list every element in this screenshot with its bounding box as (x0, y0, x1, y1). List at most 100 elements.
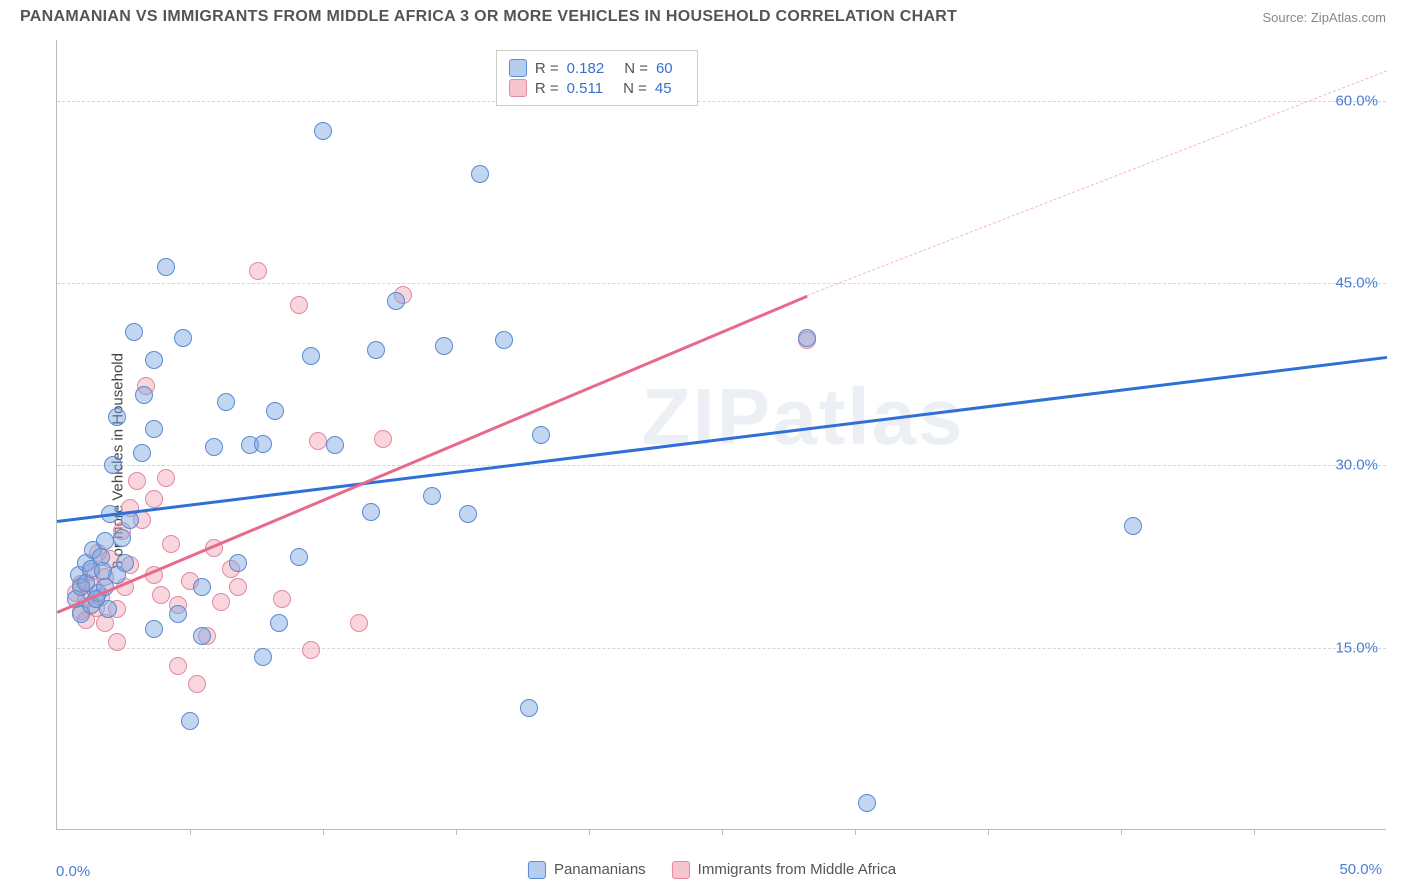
n-value: 60 (656, 60, 673, 77)
data-point (290, 296, 308, 314)
data-point (135, 386, 153, 404)
y-tick-label: 30.0% (1335, 457, 1378, 474)
data-point (249, 262, 267, 280)
chart-title: PANAMANIAN VS IMMIGRANTS FROM MIDDLE AFR… (20, 8, 957, 26)
data-point (145, 351, 163, 369)
data-point (254, 435, 272, 453)
gridline (57, 283, 1386, 284)
data-point (169, 605, 187, 623)
x-axis-max-label: 50.0% (1339, 861, 1382, 878)
data-point (133, 444, 151, 462)
data-point (254, 648, 272, 666)
x-tick (855, 829, 856, 835)
r-label: R = (535, 80, 559, 97)
data-point (181, 712, 199, 730)
r-value: 0.511 (567, 80, 603, 97)
data-point (423, 487, 441, 505)
x-tick (190, 829, 191, 835)
chart-container: 3 or more Vehicles in Household ZIPatlas… (14, 40, 1392, 882)
gridline (57, 648, 1386, 649)
data-point (266, 402, 284, 420)
data-point (362, 503, 380, 521)
stats-row: R =0.511N =45 (509, 79, 685, 97)
data-point (387, 292, 405, 310)
data-point (229, 554, 247, 572)
plot-area: ZIPatlas 15.0% 30.0% 45.0% 60.0% R = 0.182 N =… (56, 40, 1386, 830)
legend-swatch (672, 861, 690, 879)
data-point (145, 420, 163, 438)
legend-swatch (528, 861, 546, 879)
x-axis-min-label: 0.0% (56, 863, 90, 880)
legend-label: Immigrants from Middle Africa (698, 861, 896, 878)
x-tick (1121, 829, 1122, 835)
data-point (532, 426, 550, 444)
data-point (205, 438, 223, 456)
data-point (270, 614, 288, 632)
data-point (99, 600, 117, 618)
data-point (435, 337, 453, 355)
data-point (290, 548, 308, 566)
data-point (145, 490, 163, 508)
data-point (162, 535, 180, 553)
legend-swatch (509, 79, 527, 97)
data-point (1124, 517, 1142, 535)
data-point (128, 472, 146, 490)
data-point (459, 505, 477, 523)
data-point (157, 258, 175, 276)
data-point (108, 408, 126, 426)
regression-line (806, 70, 1387, 296)
stats-legend: R =0.182N =60R =0.511N =45 (496, 50, 698, 106)
data-point (367, 341, 385, 359)
x-tick (456, 829, 457, 835)
data-point (273, 590, 291, 608)
y-tick-label: 60.0% (1335, 92, 1378, 109)
data-point (229, 578, 247, 596)
data-point (152, 586, 170, 604)
legend-swatch (509, 59, 527, 77)
data-point (471, 165, 489, 183)
data-point (520, 699, 538, 717)
r-value: 0.182 (567, 60, 605, 77)
data-point (858, 794, 876, 812)
data-point (326, 436, 344, 454)
legend-label: Panamanians (554, 861, 646, 878)
n-label: N = (623, 80, 647, 97)
data-point (302, 347, 320, 365)
data-point (113, 529, 131, 547)
data-point (108, 633, 126, 651)
data-point (314, 122, 332, 140)
data-point (104, 456, 122, 474)
data-point (302, 641, 320, 659)
watermark: ZIPatlas (642, 371, 965, 463)
data-point (193, 627, 211, 645)
n-label: N = (624, 60, 648, 77)
data-point (174, 329, 192, 347)
regression-line (57, 295, 808, 613)
x-tick (1254, 829, 1255, 835)
data-point (169, 657, 187, 675)
y-tick-label: 45.0% (1335, 275, 1378, 292)
data-point (798, 329, 816, 347)
data-point (125, 323, 143, 341)
x-tick (323, 829, 324, 835)
data-point (96, 532, 114, 550)
data-point (94, 562, 112, 580)
data-point (212, 593, 230, 611)
data-point (350, 614, 368, 632)
data-point (188, 675, 206, 693)
bottom-legend: 0.0% Panamanians Immigrants from Middle A… (56, 861, 1386, 878)
x-tick (722, 829, 723, 835)
data-point (495, 331, 513, 349)
gridline (57, 101, 1386, 102)
r-label: R = (535, 60, 559, 77)
x-tick (988, 829, 989, 835)
data-point (145, 620, 163, 638)
data-point (309, 432, 327, 450)
data-point (374, 430, 392, 448)
data-point (157, 469, 175, 487)
y-tick-label: 15.0% (1335, 639, 1378, 656)
stats-row: R = 0.182 N = 60 (509, 59, 685, 77)
x-tick (589, 829, 590, 835)
gridline (57, 465, 1386, 466)
data-point (116, 554, 134, 572)
